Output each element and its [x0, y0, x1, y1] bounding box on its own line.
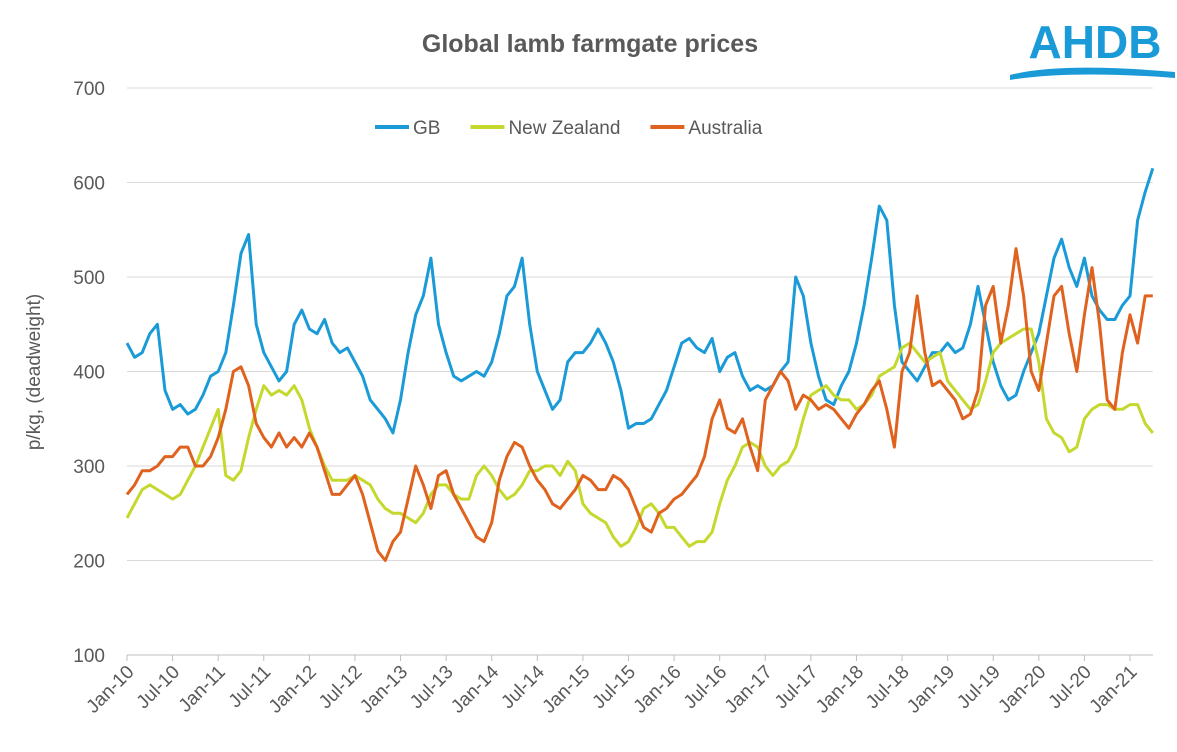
x-tick-label: Jan-20 [994, 662, 1050, 718]
y-tick-label: 400 [73, 363, 105, 384]
x-tick-label: Jan-14 [447, 661, 503, 717]
x-tick-label: Jan-13 [356, 662, 412, 718]
line-series [125, 167, 1155, 435]
x-tick-label: Jan-17 [721, 662, 777, 718]
x-tick-label: Jan-18 [812, 662, 868, 718]
legend-label: GB [413, 118, 440, 139]
y-tick-label: 300 [73, 457, 105, 478]
x-tick-label: Jan-12 [265, 662, 321, 718]
logo: AHDB [1029, 16, 1162, 68]
x-tick-label: Jan-10 [83, 662, 139, 718]
x-tick-label: Jan-16 [630, 662, 686, 718]
chart-title: Global lamb farmgate prices [422, 30, 758, 58]
y-axis-label: p/kg, (deadweight) [24, 294, 45, 450]
x-tick-label: Jan-15 [539, 662, 595, 718]
x-tick-label: Jan-11 [175, 662, 230, 717]
legend: GB New Zealand Australia [375, 118, 763, 139]
y-tick-label: 500 [73, 268, 105, 289]
x-tick-label: Jul-10 [133, 662, 184, 713]
y-tick-label: 200 [73, 552, 105, 573]
logo-swoosh [1010, 67, 1175, 80]
line-series [125, 247, 1153, 562]
y-tick-label: 100 [73, 646, 105, 667]
y-tick-label: 700 [73, 79, 105, 100]
x-tick-label: Jan-21 [1086, 662, 1142, 718]
y-tick-label: 600 [73, 174, 105, 195]
legend-label: Australia [688, 118, 762, 139]
x-tick-label: Jan-19 [903, 662, 959, 718]
legend-label: New Zealand [508, 118, 620, 139]
